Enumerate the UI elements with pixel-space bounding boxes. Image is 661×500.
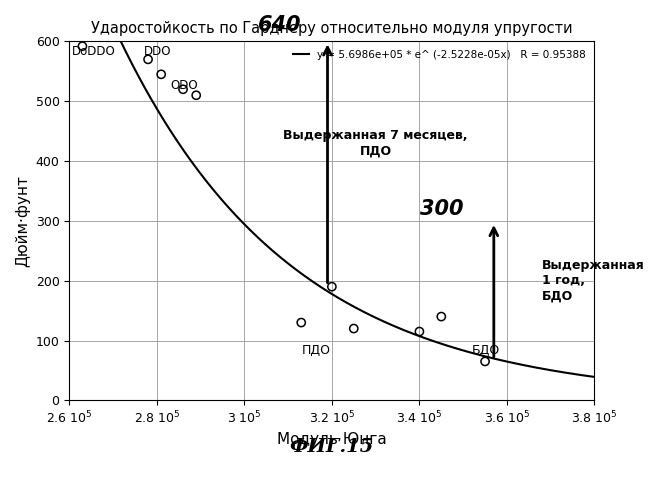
y = 5.6986e+05 * e^ (-2.5228e-05x)   R = 0.95388: [590, 374, 598, 380]
y = 5.6986e+05 * e^ (-2.5228e-05x)   R = 0.95388: [350, 304, 358, 310]
Text: ПДО: ПДО: [302, 344, 331, 356]
y = 5.6986e+05 * e^ (-2.5228e-05x)   R = 0.95388: [378, 318, 386, 324]
Point: [191, 92, 202, 100]
Point: [327, 282, 337, 290]
Text: DDO: DDO: [143, 45, 171, 58]
Text: 640: 640: [258, 16, 301, 36]
Point: [414, 328, 425, 336]
Legend: y = 5.6986e+05 * e^ (-2.5228e-05x)   R = 0.95388: y = 5.6986e+05 * e^ (-2.5228e-05x) R = 0…: [290, 46, 589, 63]
y = 5.6986e+05 * e^ (-2.5228e-05x)   R = 0.95388: [496, 357, 504, 363]
Text: ODO: ODO: [170, 80, 198, 92]
Point: [296, 318, 307, 326]
Text: 300: 300: [420, 199, 463, 219]
Point: [480, 358, 490, 366]
y = 5.6986e+05 * e^ (-2.5228e-05x)   R = 0.95388: [578, 372, 586, 378]
Y-axis label: Дюйм·фунт: Дюйм·фунт: [15, 175, 30, 267]
Line: y = 5.6986e+05 * e^ (-2.5228e-05x)   R = 0.95388: y = 5.6986e+05 * e^ (-2.5228e-05x) R = 0…: [69, 0, 594, 377]
Point: [348, 324, 359, 332]
y = 5.6986e+05 * e^ (-2.5228e-05x)   R = 0.95388: [315, 282, 323, 288]
Point: [436, 312, 447, 320]
Point: [178, 86, 188, 94]
Text: ФИГ.15: ФИГ.15: [290, 438, 374, 456]
Title: Ударостойкость по Гарднеру относительно модуля упругости: Ударостойкость по Гарднеру относительно …: [91, 21, 572, 36]
X-axis label: Модуль Юнга: Модуль Юнга: [277, 432, 387, 447]
Point: [143, 56, 153, 64]
Text: DoDDO: DoDDO: [71, 44, 115, 58]
Point: [77, 42, 88, 50]
Point: [156, 70, 167, 78]
Text: БДО: БДО: [472, 344, 500, 356]
Text: Выдержанная
1 год,
БДО: Выдержанная 1 год, БДО: [542, 259, 644, 302]
Text: Выдержанная 7 месяцев,
ПДО: Выдержанная 7 месяцев, ПДО: [284, 129, 468, 157]
y = 5.6986e+05 * e^ (-2.5228e-05x)   R = 0.95388: [318, 284, 326, 290]
